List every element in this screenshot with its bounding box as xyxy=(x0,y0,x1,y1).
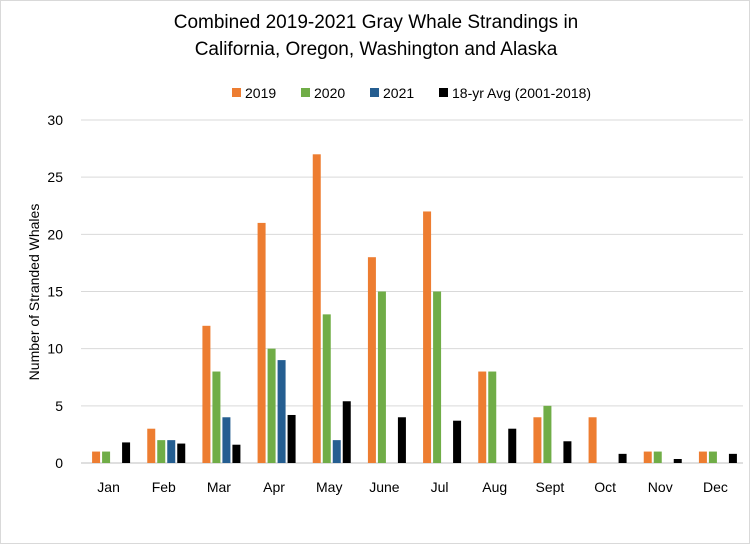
bar-18-yr-sept xyxy=(563,441,572,463)
x-axis-ticks: Jan Feb Mar Apr May June Jul Aug Sept Oct Nov Dec xyxy=(97,479,728,495)
bar-18-yr-apr xyxy=(287,414,296,463)
bar-2021-feb xyxy=(167,440,176,463)
legend-swatch xyxy=(439,88,448,97)
bar-2019-aug xyxy=(478,371,487,463)
x-tick-label: Nov xyxy=(648,479,673,495)
legend: 2019 2020 2021 18-yr Avg (2001-2018) xyxy=(232,85,591,101)
y-tick-label: 25 xyxy=(47,169,63,185)
bar-2020-sept xyxy=(543,405,552,463)
x-tick-label: Feb xyxy=(152,479,176,495)
x-tick-label: May xyxy=(316,479,342,495)
x-tick-label: Oct xyxy=(594,479,616,495)
bar-2019-dec xyxy=(698,451,707,463)
bar-18-yr-dec xyxy=(728,453,737,463)
chart-title-line-2: California, Oregon, Washington and Alask… xyxy=(195,39,558,60)
gridlines xyxy=(81,119,743,464)
y-tick-label: 0 xyxy=(55,455,63,471)
y-tick-label: 20 xyxy=(47,226,63,242)
bar-18-yr-jan xyxy=(122,442,131,463)
bar-2019-may xyxy=(312,154,321,464)
chart-title-line-1: Combined 2019-2021 Gray Whale Strandings… xyxy=(174,12,579,33)
y-axis-ticks: 0 5 10 15 20 25 30 xyxy=(47,112,63,471)
x-tick-label: Jan xyxy=(97,479,120,495)
bar-2020-may xyxy=(322,314,331,463)
bar-18-yr-june xyxy=(397,417,406,463)
bar-18-yr-jul xyxy=(453,420,462,463)
y-tick-label: 15 xyxy=(47,284,63,300)
y-tick-label: 30 xyxy=(47,112,63,128)
y-tick-label: 10 xyxy=(47,341,63,357)
bar-2020-june xyxy=(377,291,386,463)
bar-2020-dec xyxy=(708,451,717,463)
bar-18-yr-nov xyxy=(673,458,682,463)
bar-2019-oct xyxy=(588,417,597,463)
x-tick-label: Dec xyxy=(703,479,728,495)
bar-2020-nov xyxy=(653,451,662,463)
bar-2019-feb xyxy=(147,428,156,463)
bar-2021-may xyxy=(332,440,341,463)
bar-2019-nov xyxy=(643,451,652,463)
y-tick-label: 5 xyxy=(55,398,63,414)
legend-swatch xyxy=(301,88,310,97)
bar-2020-aug xyxy=(488,371,497,463)
bar-2019-sept xyxy=(533,417,542,463)
x-tick-label: Jul xyxy=(431,479,449,495)
x-tick-label: Aug xyxy=(482,479,507,495)
y-axis-label: Number of Stranded Whales xyxy=(26,204,42,381)
bar-2020-mar xyxy=(212,371,221,463)
bar-2021-mar xyxy=(222,417,231,463)
legend-swatch xyxy=(370,88,379,97)
bar-2019-jan xyxy=(92,451,101,463)
legend-label: 2020 xyxy=(314,85,345,101)
bar-2019-apr xyxy=(257,222,266,463)
bar-2019-mar xyxy=(202,325,211,463)
bar-2020-feb xyxy=(157,440,166,463)
bar-2021-apr xyxy=(277,360,286,463)
bar-18-yr-may xyxy=(342,401,351,463)
bar-2020-apr xyxy=(267,348,276,463)
legend-label: 18-yr Avg (2001-2018) xyxy=(452,85,591,101)
bars xyxy=(92,154,737,464)
bar-18-yr-mar xyxy=(232,444,241,463)
bar-2020-jan xyxy=(102,451,111,463)
bar-18-yr-feb xyxy=(177,443,186,463)
bar-2020-jul xyxy=(433,291,442,463)
x-tick-label: Sept xyxy=(536,479,565,495)
x-tick-label: June xyxy=(369,479,400,495)
x-tick-label: Apr xyxy=(263,479,285,495)
bar-2019-june xyxy=(367,257,376,463)
bar-18-yr-oct xyxy=(618,453,627,463)
bar-2019-jul xyxy=(423,211,432,463)
legend-label: 2019 xyxy=(245,85,276,101)
legend-swatch xyxy=(232,88,241,97)
x-tick-label: Mar xyxy=(207,479,231,495)
legend-label: 2021 xyxy=(383,85,414,101)
bar-18-yr-aug xyxy=(508,428,517,463)
